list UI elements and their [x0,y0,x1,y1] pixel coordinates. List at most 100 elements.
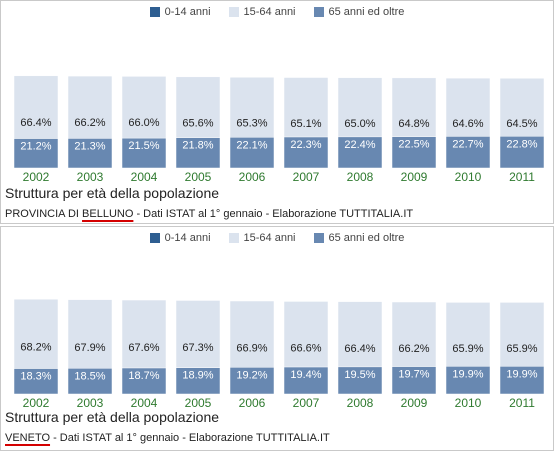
x-tick-label-2010: 2010 [455,396,482,410]
chart-panel-veneto: 0-14 anni 15-64 anni 65 anni ed oltre 13… [0,226,554,451]
bar-old-2006[interactable] [229,367,275,395]
x-tick-label-2009: 2009 [401,170,428,184]
chart-legend: 0-14 anni 15-64 anni 65 anni ed oltre [1,230,553,246]
x-tick-label-2002: 2002 [23,396,50,410]
legend-item-young[interactable]: 0-14 anni [149,230,211,246]
data-label-old-2011: 19.9% [506,368,537,380]
x-tick-label-2008: 2008 [347,170,374,184]
data-label-old-2008: 22.4% [344,139,375,151]
bar-old-2008[interactable] [337,136,383,169]
data-label-old-2009: 19.7% [398,369,429,381]
data-label-old-2004: 18.7% [128,370,159,382]
data-label-working-2005: 65.6% [182,117,213,129]
bar-old-2005[interactable] [175,137,221,169]
legend-item-working[interactable]: 15-64 anni [228,230,296,246]
subtitle-source: - Dati ISTAT al 1° gennaio - Elaborazion… [133,208,414,220]
legend-label-working: 15-64 anni [243,232,296,244]
x-tick-label-2011: 2011 [509,396,535,410]
bar-old-2010[interactable] [445,136,491,169]
data-label-old-2009: 22.5% [398,139,429,151]
bar-old-2006[interactable] [229,137,275,169]
bar-old-2008[interactable] [337,366,383,395]
data-label-old-2008: 19.5% [344,369,375,381]
subtitle-prefix: PROVINCIA DI [5,208,83,220]
chart-title: Struttura per età della popolazione [5,185,220,201]
x-tick-label-2005: 2005 [185,170,212,184]
x-tick-label-2011: 2011 [509,170,535,184]
data-label-working-2004: 66.0% [128,117,159,129]
bar-old-2004[interactable] [121,367,167,395]
data-label-working-2007: 66.6% [290,343,321,355]
data-label-old-2005: 21.8% [182,140,213,152]
data-label-working-2007: 65.1% [290,118,321,130]
chart-subtitle: VENETO - Dati ISTAT al 1° gennaio - Elab… [5,432,330,444]
x-tick-label-2007: 2007 [293,170,320,184]
legend-item-working[interactable]: 15-64 anni [228,4,296,20]
data-label-old-2010: 19.9% [452,368,483,380]
bar-old-2007[interactable] [283,366,329,395]
bar-old-2002[interactable] [13,368,59,395]
chart-title: Struttura per età della popolazione [5,409,220,425]
subtitle-place-link[interactable]: VENETO [5,432,51,444]
data-label-working-2008: 65.0% [344,118,375,130]
bar-old-2003[interactable] [67,138,113,169]
legend-swatch-old [313,7,324,17]
stacked-bar-chart-belluno: 12.5%66.4%21.2%200212.6%66.2%21.3%200312… [13,75,545,184]
data-label-old-2003: 18.5% [74,370,105,382]
chart-legend: 0-14 anni 15-64 anni 65 anni ed oltre [1,4,553,20]
bar-old-2011[interactable] [499,136,545,169]
x-tick-label-2005: 2005 [185,396,212,410]
data-label-working-2006: 65.3% [236,118,267,130]
data-label-old-2006: 22.1% [236,139,267,151]
legend-swatch-working [228,7,239,17]
legend-swatch-working [228,233,239,243]
legend-label-old: 65 anni ed oltre [328,6,405,18]
data-label-working-2002: 66.4% [20,117,51,129]
data-label-working-2010: 64.6% [452,118,483,130]
bar-old-2003[interactable] [67,368,113,395]
x-tick-label-2002: 2002 [23,170,50,184]
chart-subtitle: PROVINCIA DI BELLUNO - Dati ISTAT al 1° … [5,208,413,220]
x-tick-label-2006: 2006 [239,170,266,184]
data-label-old-2007: 22.3% [290,139,321,151]
subtitle-place-link[interactable]: BELLUNO [82,208,134,220]
data-label-working-2005: 67.3% [182,342,213,354]
legend-swatch-young [149,7,160,17]
bar-old-2004[interactable] [121,137,167,169]
x-tick-label-2003: 2003 [77,396,104,410]
bar-old-2002[interactable] [13,138,59,169]
legend-label-working: 15-64 anni [243,6,296,18]
data-label-working-2006: 66.9% [236,343,267,355]
data-label-working-2011: 64.5% [506,118,537,130]
legend-item-old[interactable]: 65 anni ed oltre [313,230,404,246]
x-tick-label-2004: 2004 [131,170,158,184]
bar-old-2011[interactable] [499,366,545,395]
legend-item-old[interactable]: 65 anni ed oltre [313,4,405,20]
data-label-old-2007: 19.4% [290,369,321,381]
stacked-bar-chart-veneto: 13.5%68.2%18.3%200213.6%67.9%18.5%200313… [13,298,545,410]
data-label-working-2008: 66.4% [344,343,375,355]
legend-swatch-young [149,233,160,243]
bar-old-2005[interactable] [175,367,221,395]
data-label-working-2003: 67.9% [74,342,105,354]
bar-old-2007[interactable] [283,136,329,169]
bar-old-2009[interactable] [391,366,437,395]
bar-old-2010[interactable] [445,366,491,395]
bar-old-2009[interactable] [391,136,437,169]
x-tick-label-2008: 2008 [347,396,374,410]
data-label-old-2004: 21.5% [128,140,159,152]
x-tick-label-2004: 2004 [131,396,158,410]
data-label-old-2006: 19.2% [236,369,267,381]
data-label-working-2002: 68.2% [20,342,51,354]
legend-item-young[interactable]: 0-14 anni [149,4,211,20]
legend-label-young: 0-14 anni [164,232,211,244]
data-label-old-2003: 21.3% [74,140,105,152]
subtitle-source: - Dati ISTAT al 1° gennaio - Elaborazion… [50,432,330,444]
legend-swatch-old [313,233,324,243]
x-tick-label-2009: 2009 [401,396,428,410]
x-tick-label-2006: 2006 [239,396,266,410]
data-label-old-2011: 22.8% [506,138,537,150]
x-tick-label-2010: 2010 [455,170,482,184]
data-label-working-2009: 64.8% [398,118,429,130]
data-label-working-2004: 67.6% [128,342,159,354]
